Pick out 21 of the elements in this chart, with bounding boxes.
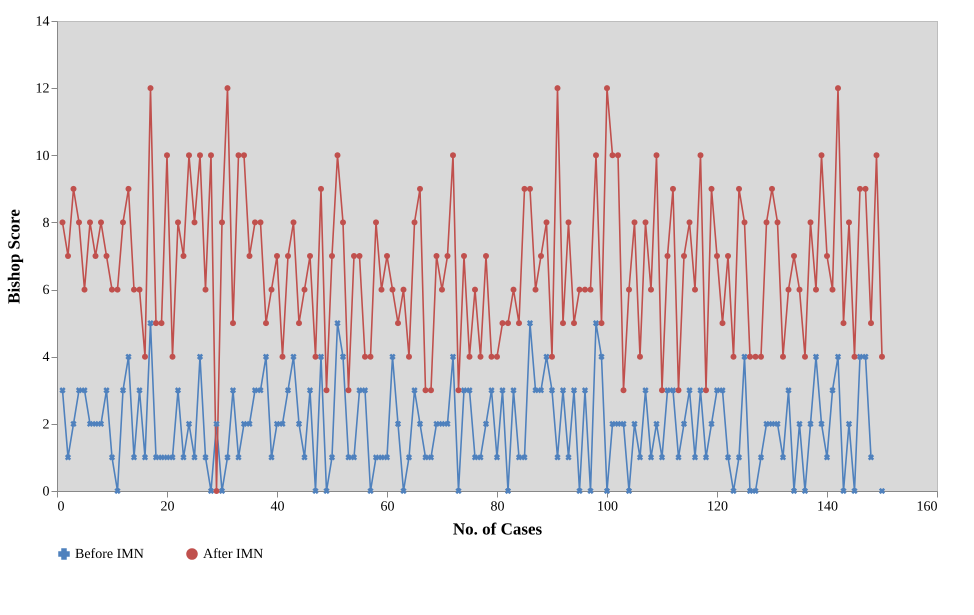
x-tick-label: 40 xyxy=(270,500,284,514)
x-tick-label: 140 xyxy=(817,500,838,514)
x-tick-label: 0 xyxy=(58,500,64,514)
x-tick-label: 100 xyxy=(597,500,618,514)
x-tick-label: 80 xyxy=(490,500,504,514)
x-tick-label: 120 xyxy=(707,500,728,514)
y-tick-label: 2 xyxy=(42,417,50,432)
legend-label: After IMN xyxy=(203,547,264,562)
y-tick-label: 8 xyxy=(42,216,50,231)
x-tick-label: 20 xyxy=(160,500,174,514)
y-tick-label: 4 xyxy=(42,350,50,366)
y-tick-label: 10 xyxy=(36,148,50,164)
x-axis-title: No. of Cases xyxy=(452,520,542,538)
y-tick-label: 12 xyxy=(36,82,50,97)
y-tick-label: 6 xyxy=(42,283,50,298)
y-tick-label: 0 xyxy=(42,484,50,500)
y-tick-label: 14 xyxy=(36,14,50,30)
y-axis-title: Bishop Score xyxy=(4,208,24,304)
x-tick-label: 60 xyxy=(380,500,394,514)
x-tick-label: 160 xyxy=(916,500,938,514)
legend-label: Before IMN xyxy=(75,547,144,562)
